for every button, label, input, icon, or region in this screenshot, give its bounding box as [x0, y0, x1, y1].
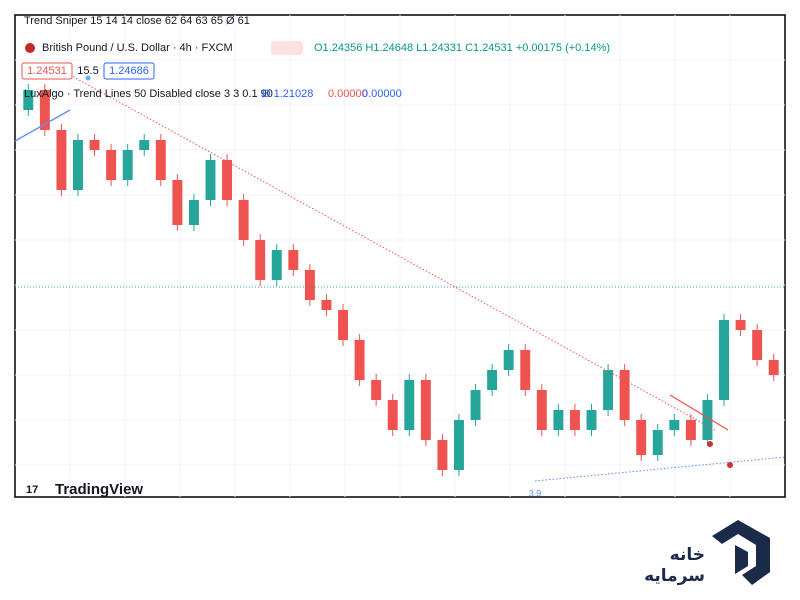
buy-box[interactable] — [103, 62, 155, 80]
candle-body — [39, 90, 50, 130]
candle-body — [437, 440, 448, 470]
logo-mark — [735, 545, 748, 574]
sell-price: 1.24531 — [27, 65, 67, 77]
candle-body — [702, 400, 713, 440]
spread: 15.5 — [77, 65, 98, 77]
candle-body — [553, 410, 564, 430]
signal-dot — [727, 462, 733, 468]
candle-body — [470, 390, 481, 420]
market-status[interactable] — [271, 41, 303, 55]
trend-line-down — [69, 74, 716, 431]
indicator-value: Ø 1.21028 — [262, 88, 313, 100]
candle-body — [172, 180, 183, 225]
candle-body — [222, 160, 233, 200]
candle-body — [188, 200, 199, 225]
candle-body — [768, 360, 779, 375]
candle-body — [23, 90, 34, 110]
candle-body — [371, 380, 382, 400]
symbol-flag — [25, 43, 35, 53]
candle-body — [752, 330, 763, 360]
candle-body — [719, 320, 729, 400]
ohlc-values: O1.24356 H1.24648 L1.24331 C1.24531 +0.0… — [314, 42, 610, 54]
candle-body — [652, 430, 663, 455]
indicator-label: LuxAlgo · Trend Lines 50 Disabled close … — [24, 88, 273, 100]
trend-line-left — [14, 109, 71, 142]
candle-body — [89, 140, 100, 150]
candle-body — [420, 380, 431, 440]
candle-body — [735, 320, 746, 330]
watermark: TradingView — [55, 481, 143, 498]
candle-body — [255, 240, 266, 280]
signal-dot — [707, 441, 713, 447]
candle-body — [155, 140, 166, 180]
candle-body — [238, 200, 249, 240]
watermark-icon: 17 — [26, 484, 38, 496]
candle-body — [321, 300, 332, 310]
trend-line-break — [669, 394, 729, 431]
candle-body — [122, 150, 133, 180]
candle-body — [636, 420, 647, 455]
candle-body — [288, 250, 299, 270]
candle-body — [569, 410, 580, 430]
logo-text: خانه — [670, 545, 705, 565]
candle-body — [404, 380, 415, 430]
candle-body — [487, 370, 498, 390]
candle-body — [271, 250, 282, 280]
logo-text: سرمایه — [644, 566, 705, 586]
candle-body — [354, 340, 365, 380]
candle-body — [520, 350, 531, 390]
candle-body — [619, 370, 630, 420]
candle-body — [304, 270, 315, 300]
candle-body — [503, 350, 514, 370]
candle-body — [669, 420, 680, 430]
candle-body — [685, 420, 696, 440]
candle-body — [106, 150, 117, 180]
grid — [15, 15, 785, 497]
header-bg — [15, 0, 785, 14]
indicator-label: Trend Sniper 15 14 14 close 62 64 63 65 … — [24, 15, 250, 27]
buy-price: 1.24686 — [109, 65, 149, 77]
logo-mark — [712, 520, 770, 585]
candle-body — [454, 420, 464, 470]
candles — [23, 84, 779, 476]
candle-body — [536, 390, 547, 430]
candle-body — [139, 140, 150, 150]
signal-dot — [85, 75, 91, 81]
axis-label: 3.9 — [529, 488, 542, 498]
symbol-label: British Pound / U.S. Dollar · 4h · FXCM — [42, 42, 233, 54]
candle-body — [387, 400, 398, 430]
indicator-value: 0.00000 — [328, 88, 368, 100]
candle-body — [338, 310, 348, 340]
indicator-value: 0.00000 — [362, 88, 402, 100]
sell-box[interactable] — [21, 62, 73, 80]
candle-body — [205, 160, 216, 200]
candle-body — [586, 410, 597, 430]
candle-body — [56, 130, 67, 190]
candle-body — [73, 140, 83, 190]
candle-body — [603, 370, 614, 410]
